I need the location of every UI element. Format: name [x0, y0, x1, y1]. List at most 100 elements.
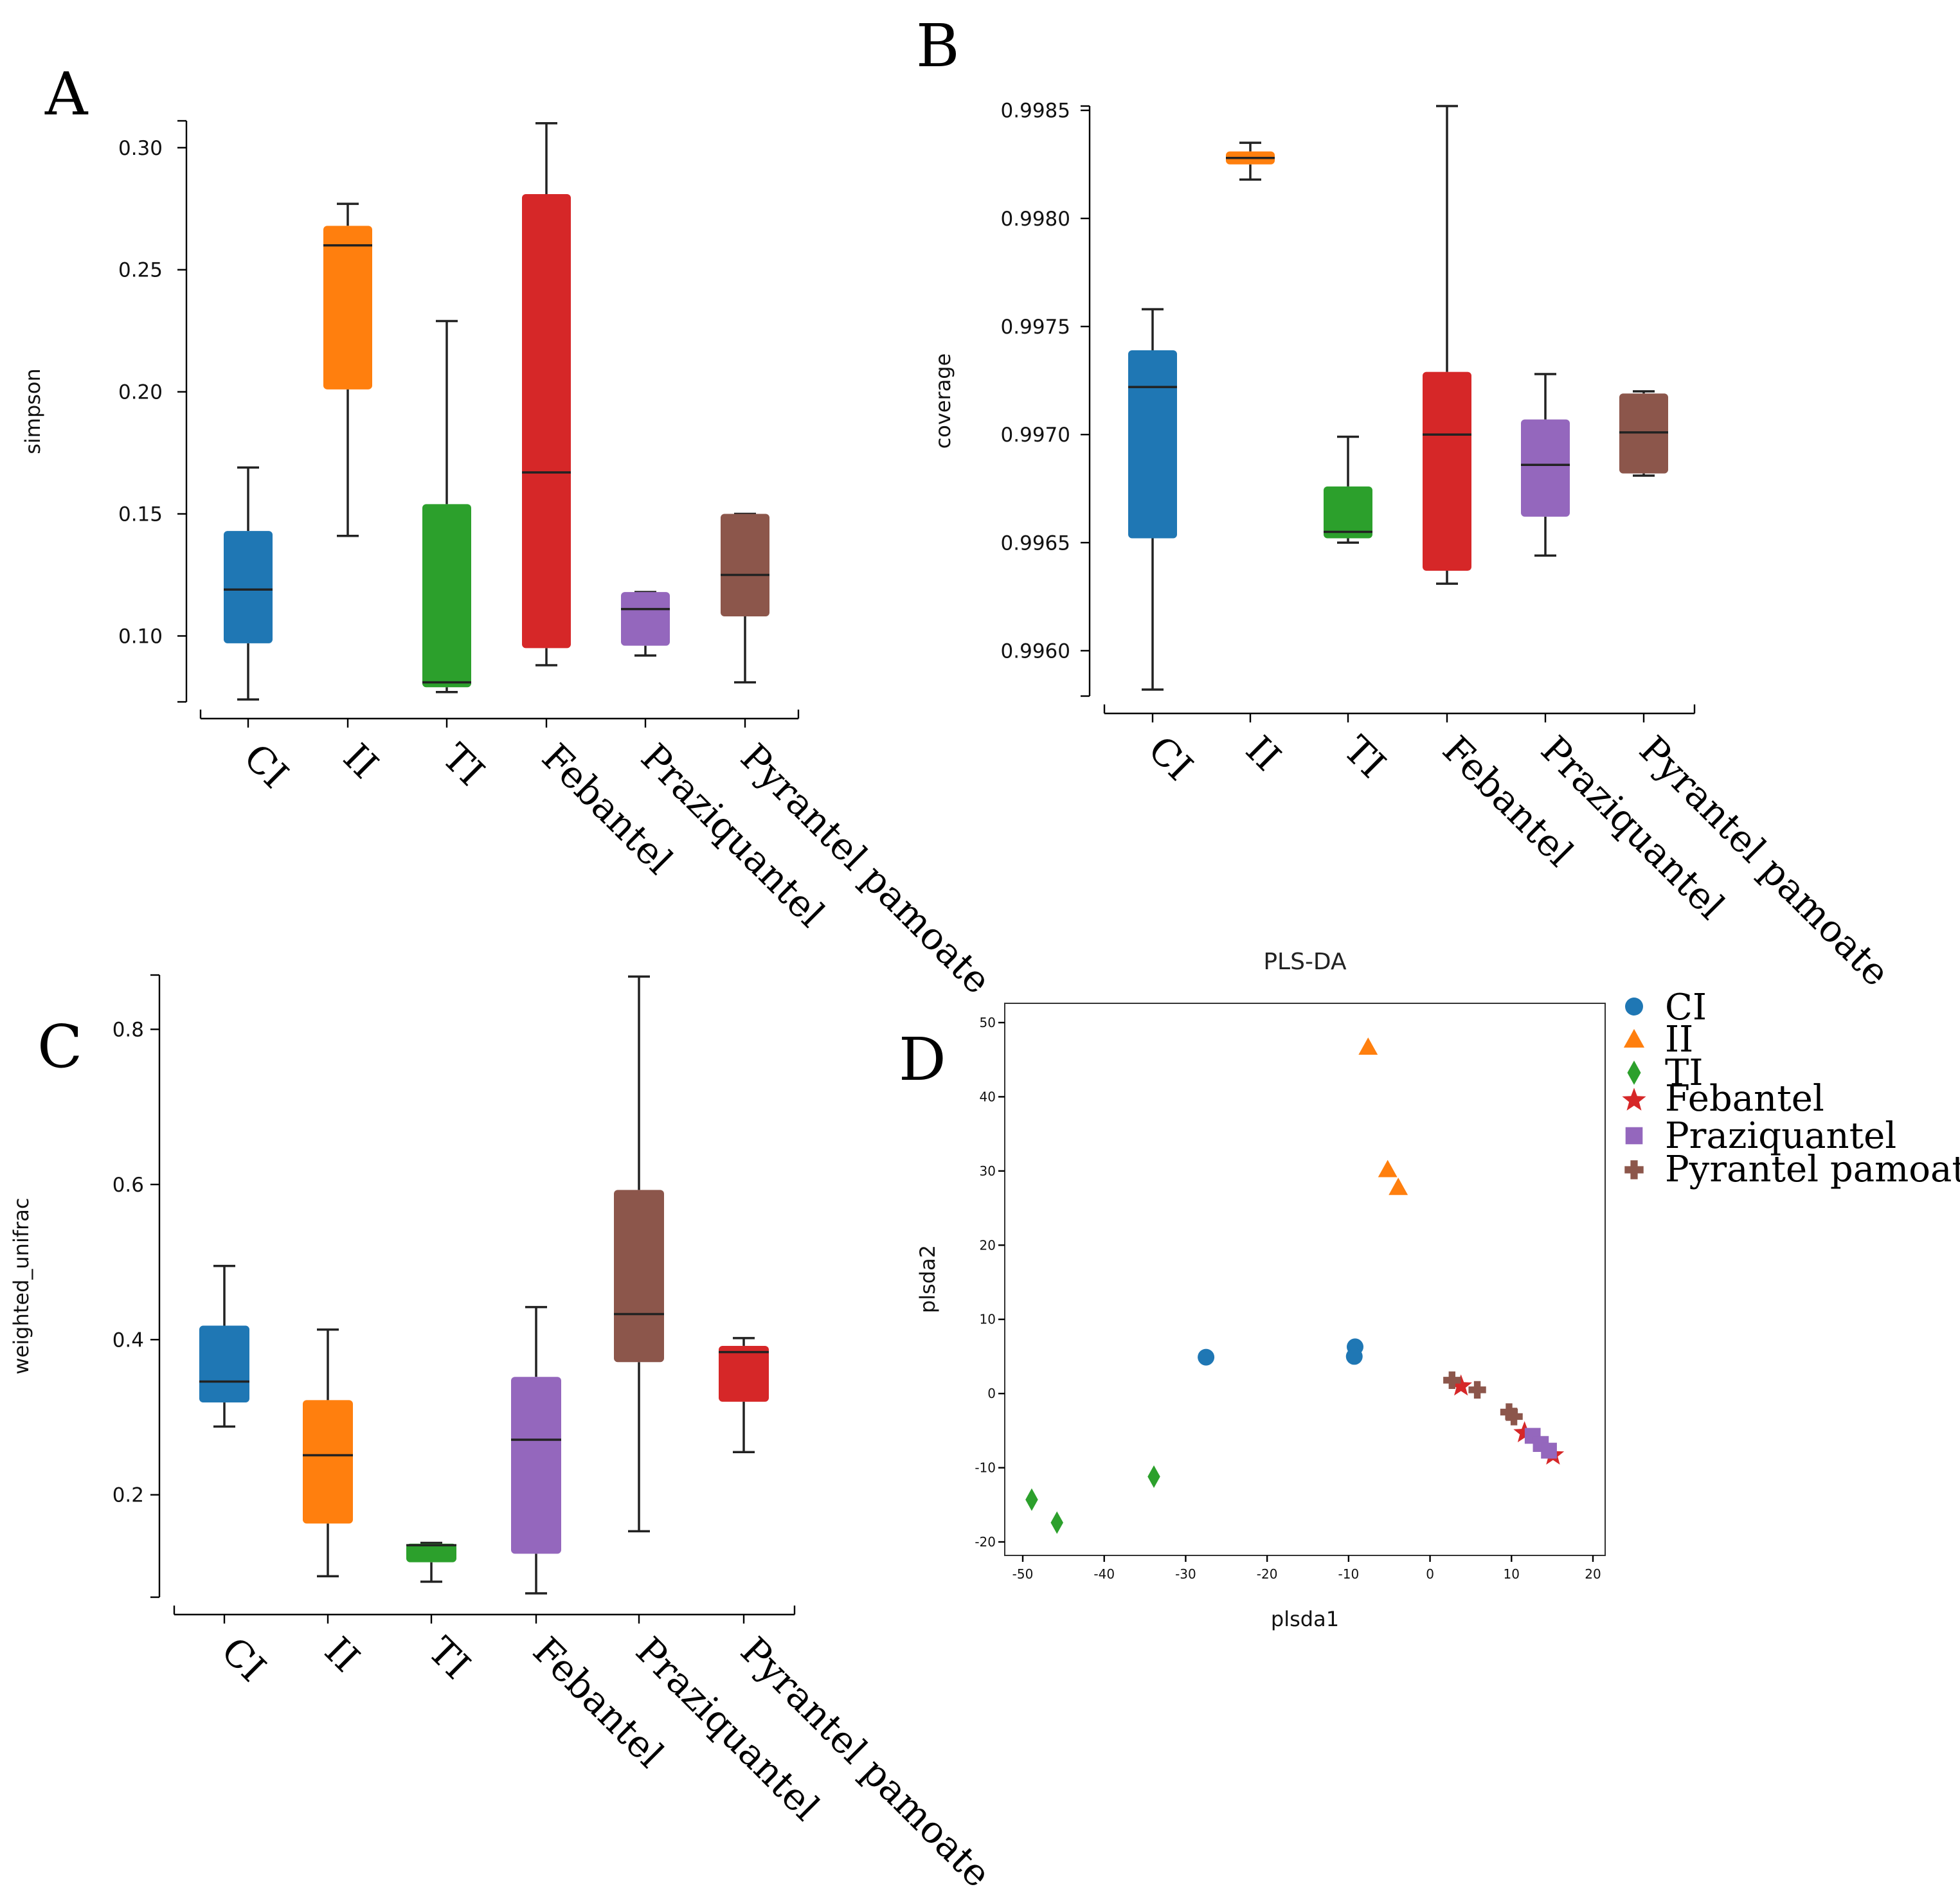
plsda-legend-item-ii: II — [1623, 1019, 1693, 1061]
plsda-point-pyrantel-pamoate — [1500, 1403, 1518, 1421]
panel-d-plsda-scatter: PLS-DA -50 -40 -30 -20 -10 0 10 20 -20 -10 0 10 20 30 4… — [915, 949, 1960, 1631]
plsda-legend-item-ci: CI — [1625, 987, 1707, 1028]
plsda-point-ii — [1389, 1177, 1408, 1195]
plsda-y-tick-label: 30 — [980, 1163, 996, 1179]
panel-b-coverage-boxplot: 0.9960 0.9965 0.9970 0.9975 0.9980 0.9985 cove… — [931, 100, 1898, 995]
panel-b-y-axis-label: coverage — [931, 354, 955, 449]
plsda-x-tick-label: 20 — [1585, 1566, 1601, 1582]
panel-c-ci-category-label: CI — [213, 1629, 274, 1690]
panel-c-y-tick-label: 0.8 — [112, 1018, 144, 1041]
panel-c-y-tick-label: 0.4 — [112, 1329, 144, 1352]
panel-b-y-tick-label: 0.9975 — [1001, 316, 1070, 339]
panel-a-ii-category-label: II — [335, 735, 386, 787]
panel-b-praziquantel-box — [1521, 419, 1570, 517]
plsda-legend-label-ii: II — [1665, 1019, 1693, 1061]
panel-a-y-tick-label: 0.15 — [118, 503, 163, 526]
plsda-point-praziquantel — [1541, 1442, 1557, 1459]
panel-a-ci-category-label: CI — [235, 735, 297, 797]
plsda-legend-item-praziquantel: Praziquantel — [1625, 1115, 1896, 1157]
panel-b-ci-category-label: CI — [1140, 728, 1201, 789]
panel-letter-c: C — [37, 1012, 82, 1081]
plsda-y-tick-label: 0 — [987, 1386, 996, 1401]
plsda-legend-marker-praziquantel — [1625, 1127, 1643, 1145]
plsda-legend-marker-ii — [1623, 1028, 1645, 1048]
plsda-y-tick-label: -10 — [975, 1460, 996, 1476]
plsda-y-tick-label: 20 — [980, 1237, 996, 1253]
plsda-legend-item-pyrantel-pamoate: Pyrantel pamoate — [1624, 1149, 1960, 1190]
plsda-y-tick-label: 10 — [980, 1312, 996, 1327]
panel-a-y-tick-label: 0.25 — [118, 259, 163, 282]
panel-a-pyrantel-pamoate-box — [721, 514, 769, 617]
plsda-legend-label-ti: TI — [1665, 1052, 1703, 1094]
plsda-point-febantel — [1450, 1374, 1472, 1396]
panel-c-y-tick-label: 0.6 — [112, 1174, 144, 1197]
panel-b-ti-category-label: TI — [1335, 728, 1394, 787]
panel-a-ti-category-label: TI — [434, 735, 493, 794]
panel-c-y-axis-label: weighted_unifrac — [9, 1198, 33, 1375]
plsda-x-tick-label: 0 — [1426, 1566, 1434, 1582]
panel-letter-b: B — [916, 12, 960, 80]
panel-b-y-tick-label: 0.9980 — [1001, 208, 1070, 231]
plsda-point-ti — [1147, 1465, 1160, 1488]
plsda-legend-label-ci: CI — [1665, 987, 1707, 1028]
panel-b-y-tick-label: 0.9985 — [1001, 100, 1070, 123]
plsda-y-tick-label: -20 — [975, 1534, 996, 1550]
plsda-x-tick-label: 10 — [1504, 1566, 1520, 1582]
plsda-x-tick-label: -20 — [1257, 1566, 1278, 1582]
plsda-x-tick-label: -50 — [1012, 1566, 1034, 1582]
panel-b-y-tick-label: 0.9970 — [1001, 424, 1070, 447]
plsda-point-ti — [1025, 1488, 1038, 1511]
panel-c-praziquantel-box — [614, 1190, 664, 1363]
panel-letter-a: A — [44, 60, 89, 129]
plsda-title: PLS-DA — [1263, 949, 1347, 975]
plsda-legend-marker-febantel — [1622, 1088, 1646, 1111]
plsda-point-ci — [1345, 1348, 1363, 1365]
plsda-x-tick-label: -40 — [1093, 1566, 1115, 1582]
panel-c-ci-box — [199, 1325, 249, 1403]
panel-a-febantel-box — [522, 193, 571, 649]
panel-c-febantel-box — [511, 1377, 561, 1554]
plsda-point-ii — [1378, 1159, 1398, 1177]
plsda-y-tick-label: 40 — [980, 1089, 996, 1104]
plsda-legend-item-ti: TI — [1627, 1052, 1703, 1094]
plsda-y-axis-label: plsda2 — [915, 1245, 940, 1313]
plsda-plot-frame — [1004, 1003, 1606, 1556]
plsda-series-pyrantel-pamoate — [1443, 1371, 1523, 1426]
plsda-y-tick-label: 50 — [980, 1015, 996, 1030]
panel-b-ii-category-label: II — [1237, 728, 1289, 779]
plsda-point-ci — [1198, 1348, 1215, 1366]
plsda-series-ti — [1025, 1465, 1160, 1534]
plsda-legend-item-febantel: Febantel — [1622, 1078, 1824, 1120]
panel-a-y-tick-label: 0.20 — [118, 381, 163, 404]
plsda-legend-marker-pyrantel-pamoate — [1624, 1160, 1644, 1179]
panel-b-ci-box — [1128, 350, 1177, 539]
panel-b-y-tick-label: 0.9965 — [1001, 532, 1070, 555]
panel-a-y-tick-label: 0.10 — [118, 625, 163, 648]
panel-c-y-tick-label: 0.2 — [112, 1484, 144, 1507]
panel-b-y-tick-label: 0.9960 — [1001, 640, 1070, 663]
plsda-point-ii — [1358, 1037, 1378, 1055]
panel-a-praziquantel-box — [621, 592, 670, 646]
panel-c-ii-box — [303, 1400, 353, 1524]
panel-c-ti-box — [406, 1543, 456, 1562]
panel-c-ii-category-label: II — [316, 1629, 368, 1680]
panel-a-y-tick-label: 0.30 — [118, 137, 163, 160]
plsda-point-ti — [1050, 1511, 1063, 1534]
plsda-legend-label-pyrantel-pamoate: Pyrantel pamoate — [1665, 1149, 1960, 1190]
plsda-point-pyrantel-pamoate — [1505, 1408, 1523, 1426]
panel-letter-d: D — [899, 1025, 946, 1094]
plsda-point-pyrantel-pamoate — [1443, 1371, 1461, 1390]
plsda-series-praziquantel — [1524, 1428, 1557, 1459]
panel-c-ti-category-label: TI — [420, 1629, 479, 1688]
panel-a-y-axis-label: simpson — [21, 368, 45, 454]
plsda-series-ci — [1198, 1338, 1363, 1366]
panel-c-praziquantel-category-label: Praziquantel — [627, 1629, 828, 1829]
plsda-x-tick-label: -10 — [1338, 1566, 1360, 1582]
plsda-legend-marker-ci — [1625, 998, 1643, 1016]
plsda-legend-label-praziquantel: Praziquantel — [1665, 1115, 1896, 1157]
panel-a-ci-box — [224, 531, 273, 643]
